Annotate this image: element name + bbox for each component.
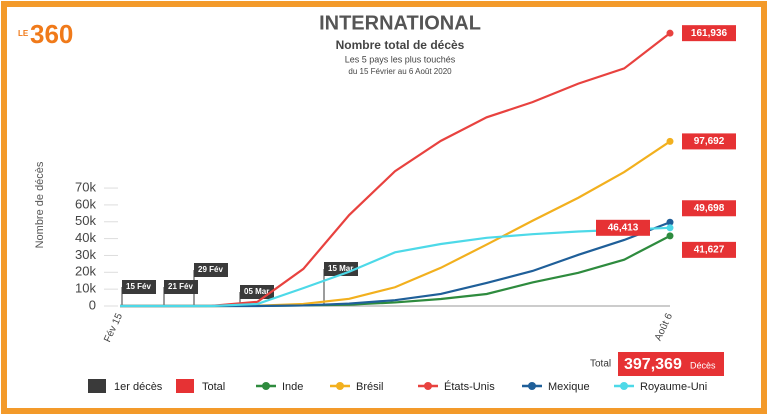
legend-dot [336, 382, 344, 390]
y-tick-label: 0 [89, 297, 96, 312]
value-label-box [682, 241, 736, 258]
first-death-label: 15 Fév [126, 282, 151, 291]
legend-label: 1er décès [114, 381, 163, 393]
value-label: 97,692 [694, 136, 725, 147]
legend-swatch [176, 379, 194, 393]
legend-swatch [88, 379, 106, 393]
legend-dot [262, 382, 270, 390]
value-label: 46,413 [608, 222, 639, 233]
y-tick-label: 30k [75, 247, 96, 262]
end-point [666, 29, 674, 37]
legend-label: États-Unis [444, 380, 495, 393]
logo-prefix: LE [18, 29, 29, 38]
line [120, 226, 671, 308]
first-death-marker [194, 263, 228, 277]
total-value: 397,369 [624, 356, 682, 373]
logo: 360 [30, 19, 73, 49]
chart-subtitle: Nombre total de décès [336, 38, 465, 52]
chart-subtitle: Les 5 pays les plus touchés [345, 54, 456, 64]
legend-label: Total [202, 381, 225, 393]
end-point [666, 218, 674, 226]
value-label-box [682, 25, 736, 42]
value-label: 41,627 [694, 245, 725, 256]
value-label: 49,698 [694, 203, 725, 214]
legend-label: Brésil [356, 381, 384, 393]
legend-label: Royaume-Uni [640, 381, 707, 393]
end-point [666, 232, 674, 240]
value-label-box [682, 200, 736, 217]
first-death-label: 29 Fév [198, 265, 223, 274]
first-death-label: 21 Fév [168, 282, 193, 291]
y-axis-label: Nombre de décès [34, 161, 46, 248]
end-point [666, 137, 674, 145]
value-label: 161,936 [691, 28, 728, 39]
first-death-marker [164, 280, 198, 294]
y-tick-label: 10k [75, 281, 96, 296]
legend-label: Mexique [548, 381, 590, 393]
chart-subtitle: du 15 Février au 6 Août 2020 [348, 67, 452, 76]
y-tick-label: 70k [75, 179, 96, 194]
y-tick-label: 60k [75, 196, 96, 211]
total-box [618, 352, 724, 376]
first-death-marker [122, 280, 156, 294]
end-point [666, 224, 674, 232]
y-tick-label: 50k [75, 213, 96, 228]
value-label-box [596, 219, 650, 236]
first-death-label: 15 Mar [328, 264, 353, 273]
legend-label: Inde [282, 381, 303, 393]
total-unit: Décès [690, 360, 716, 370]
chart-title: INTERNATIONAL [319, 12, 481, 34]
legend-dot [424, 382, 432, 390]
y-tick-label: 20k [75, 264, 96, 279]
legend-dot [528, 382, 536, 390]
value-label-box [682, 133, 736, 150]
total-prefix: Total [590, 359, 611, 370]
first-death-label: 05 Mar [244, 287, 269, 296]
y-tick-label: 40k [75, 230, 96, 245]
legend-dot [620, 382, 628, 390]
